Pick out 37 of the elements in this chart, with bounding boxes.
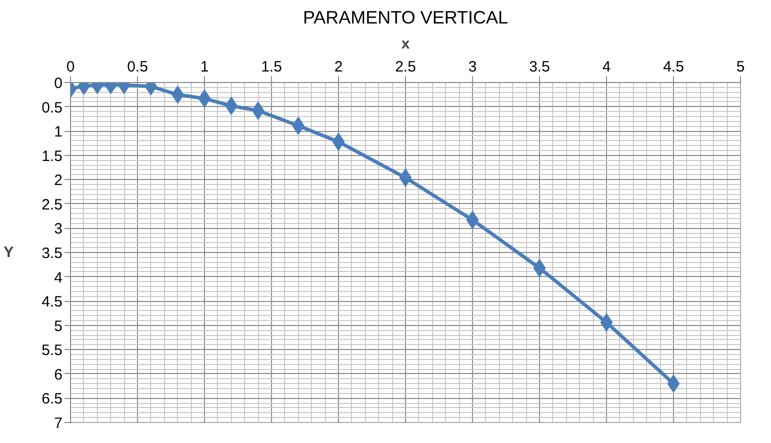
point [252,102,264,120]
y-tick-label: 2 [54,172,62,190]
y-tick-label: 0.5 [42,99,63,116]
point [533,259,546,278]
x-tick-label: 0.5 [127,58,148,76]
y-tick-label: 7 [54,415,62,432]
point [332,132,345,151]
x-tick-label: 4.5 [663,58,684,76]
y-tick-label: 1.5 [42,148,63,165]
point [399,168,412,187]
y-tick-label: 5.5 [42,342,63,360]
y-tick-label: 3.5 [42,245,63,262]
x-tick-label: 1.5 [261,58,282,76]
chart-title: PARAMENTO VERTICAL [302,8,508,28]
x-tick-label: 5 [736,58,745,76]
x-tick-label: 0 [66,58,75,76]
x-tick-label: 2.5 [395,58,416,76]
x-tick-label: 3 [468,58,477,76]
x-tick-label: 4 [602,58,611,76]
x-tick-label: 1 [200,58,209,76]
y-tick-label: 1 [54,124,62,141]
x-tick-label: 3.5 [529,58,550,76]
y-tick-label: 4.5 [42,294,63,311]
y-axis-title: Y [4,244,14,261]
y-tick-label: 0 [54,75,62,92]
y-tick-label: 6 [54,366,62,384]
y-tick-label: 2.5 [42,196,63,214]
x-axis-title: x [401,36,410,52]
y-tick-label: 6.5 [42,390,63,408]
point [466,210,479,229]
point [198,90,211,108]
y-tick-label: 3 [54,220,62,238]
y-tick-label: 4 [54,269,62,286]
point [667,374,680,393]
point [600,313,613,332]
x-tick-label: 2 [334,58,343,76]
y-tick-label: 5 [54,318,62,335]
